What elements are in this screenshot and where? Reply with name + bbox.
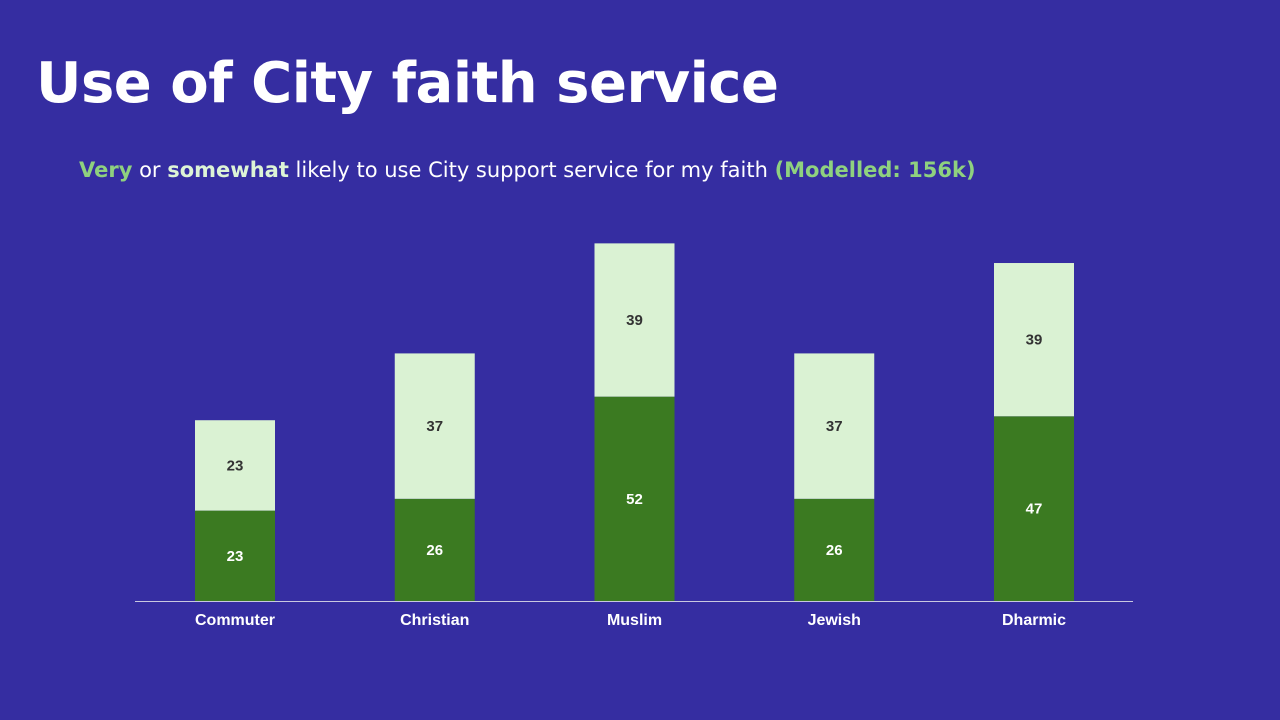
bar-very-muslim: [594, 396, 675, 601]
subtitle-very: Very: [79, 158, 133, 182]
data-label-somewhat-dharmic: 39: [1026, 332, 1043, 349]
x-tick-label-commuter: Commuter: [195, 612, 275, 629]
x-tick-label-jewish: Jewish: [808, 612, 861, 629]
data-label-somewhat-christian: 37: [426, 418, 443, 435]
slide-subtitle: Very or somewhat likely to use City supp…: [79, 157, 976, 184]
x-tick-label-muslim: Muslim: [607, 612, 662, 629]
bar-somewhat-christian: [394, 353, 475, 499]
data-label-somewhat-muslim: 39: [626, 312, 643, 329]
x-tick-label-christian: Christian: [400, 612, 469, 629]
data-label-very-muslim: 52: [626, 491, 643, 508]
bar-very-dharmic: [994, 416, 1074, 601]
bar-very-christian: [394, 498, 475, 601]
subtitle-or: or: [132, 158, 168, 182]
subtitle-middle: likely to use City support service for m…: [288, 158, 775, 182]
data-label-very-commuter: 23: [227, 548, 244, 565]
bar-somewhat-dharmic: [994, 263, 1074, 417]
bar-very-commuter: [195, 510, 275, 601]
x-tick-label-dharmic: Dharmic: [1002, 612, 1066, 629]
bar-somewhat-muslim: [594, 243, 675, 397]
subtitle-modelled: (Modelled: 156k): [774, 158, 976, 182]
data-label-very-jewish: 26: [826, 542, 843, 559]
data-label-somewhat-commuter: 23: [227, 457, 244, 474]
data-label-somewhat-jewish: 37: [826, 418, 843, 435]
slide-title: Use of City faith service: [36, 51, 779, 116]
data-label-very-christian: 26: [426, 542, 443, 559]
bar-somewhat-commuter: [195, 420, 275, 511]
subtitle-somewhat: somewhat: [167, 158, 289, 182]
bar-somewhat-jewish: [794, 353, 875, 499]
bar-very-jewish: [794, 498, 875, 601]
data-label-very-dharmic: 47: [1026, 501, 1043, 518]
